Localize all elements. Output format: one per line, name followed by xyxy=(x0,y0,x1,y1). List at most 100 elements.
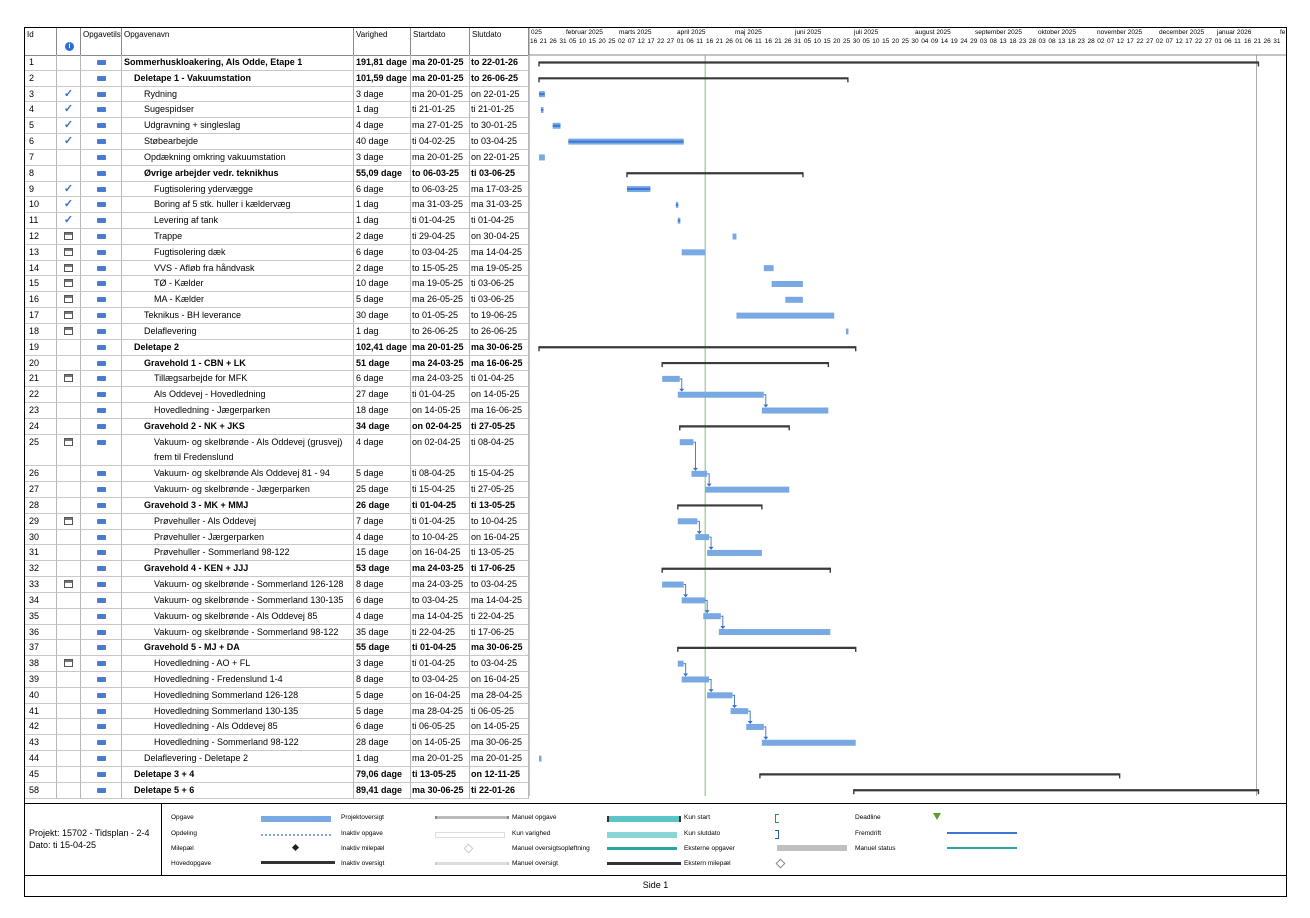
task-name[interactable]: Øvrige arbejder vedr. teknikhus xyxy=(122,165,354,182)
task-duration[interactable]: 1 dag xyxy=(354,323,411,340)
task-start[interactable]: ti 13-05-25 xyxy=(411,766,470,783)
task-mode[interactable] xyxy=(81,766,122,783)
task-id[interactable]: 6 xyxy=(25,134,57,150)
task-finish[interactable]: ma 20-01-25 xyxy=(470,751,529,767)
task-id[interactable]: 24 xyxy=(25,418,57,435)
task-name[interactable]: Prøvehuller - Als Oddevej xyxy=(122,513,354,530)
task-row[interactable]: 12 Trappe 2 dage ti 29-04-25 on 30-04-25 xyxy=(25,229,529,245)
task-finish[interactable]: ti 22-01-26 xyxy=(470,782,529,799)
task-duration[interactable]: 4 dage xyxy=(354,608,411,625)
task-id[interactable]: 12 xyxy=(25,229,57,245)
task-duration[interactable]: 191,81 dage xyxy=(354,55,411,71)
task-finish[interactable]: on 12-11-25 xyxy=(470,766,529,783)
task-row[interactable]: 28 Gravehold 3 - MK + MMJ 26 dage ti 01-04-… xyxy=(25,497,529,514)
task-row[interactable]: 37 Gravehold 5 - MJ + DA 55 dage ti 01-04-2… xyxy=(25,640,529,657)
task-start[interactable]: ti 06-05-25 xyxy=(411,719,470,736)
task-id[interactable]: 27 xyxy=(25,482,57,498)
task-mode[interactable] xyxy=(81,671,122,688)
task-duration[interactable]: 55 dage xyxy=(354,640,411,657)
task-start[interactable]: ma 20-01-25 xyxy=(411,70,470,87)
task-duration[interactable]: 27 dage xyxy=(354,387,411,404)
task-row[interactable]: 13 Fugtisolering dæk 6 dage to 03-04-25 ma 1… xyxy=(25,244,529,261)
task-row[interactable]: 39 Hovedledning - Fredenslund 1-4 8 dage to… xyxy=(25,671,529,688)
task-finish[interactable]: on 14-05-25 xyxy=(470,719,529,736)
header-indicators[interactable]: i xyxy=(57,28,81,55)
task-mode[interactable] xyxy=(81,735,122,752)
task-finish[interactable]: ma 17-03-25 xyxy=(470,181,529,198)
header-finish[interactable]: Slutdato xyxy=(470,28,529,55)
task-start[interactable]: to 03-04-25 xyxy=(411,244,470,261)
task-mode[interactable] xyxy=(81,592,122,609)
task-id[interactable]: 35 xyxy=(25,608,57,625)
task-id[interactable]: 11 xyxy=(25,213,57,229)
task-finish[interactable]: on 22-01-25 xyxy=(470,149,529,166)
task-start[interactable]: ti 01-04-25 xyxy=(411,513,470,530)
task-finish[interactable]: on 22-01-25 xyxy=(470,86,529,103)
task-start[interactable]: ma 24-03-25 xyxy=(411,577,470,593)
task-name[interactable]: Deletape 3 + 4 xyxy=(122,766,354,783)
task-start[interactable]: to 03-04-25 xyxy=(411,671,470,688)
task-start[interactable]: on 16-04-25 xyxy=(411,545,470,562)
task-start[interactable]: ma 20-01-25 xyxy=(411,149,470,166)
task-name[interactable]: Delaflevering xyxy=(122,323,354,340)
header-duration[interactable]: Varighed xyxy=(354,28,411,55)
task-name[interactable]: Boring af 5 stk. huller i kældervæg xyxy=(122,197,354,214)
task-duration[interactable]: 4 dage xyxy=(354,434,411,467)
task-name[interactable]: Hovedledning - Fredenslund 1-4 xyxy=(122,671,354,688)
task-row[interactable]: 21 Tillægsarbejde for MFK 6 dage ma 24-03-2… xyxy=(25,371,529,388)
task-row[interactable]: 58 Deletape 5 + 6 89,41 dage ma 30-06-25 ti … xyxy=(25,782,529,799)
task-duration[interactable]: 1 dag xyxy=(354,751,411,767)
task-id[interactable]: 33 xyxy=(25,577,57,593)
task-row[interactable]: 5 ✓ Udgravning + singleslag 4 dage ma 27-01-… xyxy=(25,118,529,135)
task-name[interactable]: Udgravning + singleslag xyxy=(122,118,354,135)
task-id[interactable]: 8 xyxy=(25,165,57,182)
task-finish[interactable]: ti 06-05-25 xyxy=(470,703,529,720)
task-row[interactable]: 19 Deletape 2 102,41 dage ma 20-01-25 ma 30-… xyxy=(25,339,529,356)
task-duration[interactable]: 18 dage xyxy=(354,403,411,419)
task-duration[interactable]: 6 dage xyxy=(354,181,411,198)
task-finish[interactable]: ma 14-04-25 xyxy=(470,592,529,609)
task-name[interactable]: Vakuum- og skelbrønde - Als Oddevej (gru… xyxy=(122,434,354,467)
task-name[interactable]: VVS - Afløb fra håndvask xyxy=(122,260,354,277)
task-start[interactable]: ma 20-01-25 xyxy=(411,55,470,71)
task-finish[interactable]: to 10-04-25 xyxy=(470,513,529,530)
task-mode[interactable] xyxy=(81,229,122,245)
task-start[interactable]: to 26-06-25 xyxy=(411,323,470,340)
task-mode[interactable] xyxy=(81,244,122,261)
task-name[interactable]: Hovedledning - Als Oddevej 85 xyxy=(122,719,354,736)
task-start[interactable]: ti 22-04-25 xyxy=(411,624,470,641)
task-row[interactable]: 4 ✓ Sugespidser 1 dag ti 21-01-25 ti 21-01-25 xyxy=(25,102,529,119)
task-row[interactable]: 23 Hovedledning - Jægerparken 18 dage on 14… xyxy=(25,403,529,419)
task-id[interactable]: 43 xyxy=(25,735,57,752)
task-mode[interactable] xyxy=(81,751,122,767)
task-mode[interactable] xyxy=(81,640,122,657)
task-start[interactable]: ti 08-04-25 xyxy=(411,466,470,483)
task-mode[interactable] xyxy=(81,545,122,562)
task-row[interactable]: 6 ✓ Støbearbejde 40 dage ti 04-02-25 to 03-04… xyxy=(25,134,529,150)
task-finish[interactable]: ti 01-04-25 xyxy=(470,371,529,388)
task-name[interactable]: Vakuum- og skelbrønde - Sommerland 126-1… xyxy=(122,577,354,593)
task-finish[interactable]: ti 13-05-25 xyxy=(470,497,529,514)
task-row[interactable]: 36 Vakuum- og skelbrønde - Sommerland 98-… xyxy=(25,624,529,641)
task-finish[interactable]: ti 22-04-25 xyxy=(470,608,529,625)
task-start[interactable]: ma 31-03-25 xyxy=(411,197,470,214)
task-name[interactable]: Vakuum- og skelbrønde - Als Oddevej 85 xyxy=(122,608,354,625)
task-mode[interactable] xyxy=(81,656,122,672)
task-start[interactable]: on 02-04-25 xyxy=(411,434,470,467)
task-start[interactable]: to 06-03-25 xyxy=(411,181,470,198)
task-name[interactable]: Tillægsarbejde for MFK xyxy=(122,371,354,388)
task-mode[interactable] xyxy=(81,624,122,641)
task-start[interactable]: to 10-04-25 xyxy=(411,529,470,546)
task-mode[interactable] xyxy=(81,323,122,340)
task-start[interactable]: ma 20-01-25 xyxy=(411,339,470,356)
task-finish[interactable]: ti 03-06-25 xyxy=(470,165,529,182)
task-duration[interactable]: 79,06 dage xyxy=(354,766,411,783)
task-mode[interactable] xyxy=(81,371,122,388)
task-start[interactable]: ma 24-03-25 xyxy=(411,371,470,388)
task-duration[interactable]: 6 dage xyxy=(354,244,411,261)
task-finish[interactable]: ma 28-04-25 xyxy=(470,687,529,704)
task-mode[interactable] xyxy=(81,403,122,419)
task-mode[interactable] xyxy=(81,134,122,150)
header-id[interactable]: Id xyxy=(25,28,57,55)
